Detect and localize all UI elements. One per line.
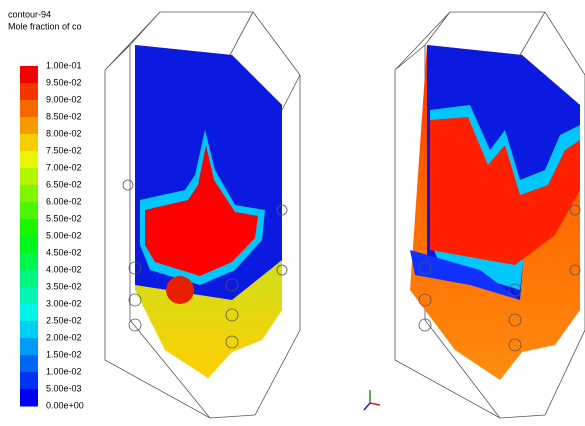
colorbar-label: 6.50e-02	[46, 179, 82, 189]
colorbar-label: 3.50e-02	[46, 281, 82, 291]
colorbar-label: 1.00e-01	[46, 60, 82, 70]
color-band	[20, 83, 38, 101]
color-band	[20, 66, 38, 84]
colorbar-label: 9.50e-02	[46, 77, 82, 87]
colorbar-label: 3.00e-02	[46, 298, 82, 308]
color-band	[20, 168, 38, 186]
colorbar-label: 7.00e-02	[46, 162, 82, 172]
color-band	[20, 151, 38, 169]
colorbar-label: 1.00e-02	[46, 366, 82, 376]
colorbar-label: 2.50e-02	[46, 315, 82, 325]
colorbar-label: 2.00e-02	[46, 332, 82, 342]
color-band	[20, 304, 38, 322]
color-band	[20, 355, 38, 373]
furnace-left	[105, 12, 300, 418]
color-band	[20, 117, 38, 135]
hot-spot	[166, 276, 194, 304]
colorbar-label: 7.50e-02	[46, 145, 82, 155]
contour-view: contour-94 Mole fraction of co 1.00e-01 9…	[0, 0, 585, 426]
colorbar-label: 8.50e-02	[46, 111, 82, 121]
colorbar-label: 0.00e+00	[46, 400, 84, 410]
colorbar-label: 5.50e-02	[46, 213, 82, 223]
color-band	[20, 287, 38, 305]
color-band	[20, 253, 38, 271]
color-band	[20, 202, 38, 220]
color-band	[20, 338, 38, 356]
color-band	[20, 236, 38, 254]
colorbar-label: 5.00e-03	[46, 383, 82, 393]
colorbar-label: 4.00e-02	[46, 264, 82, 274]
colorbar-label: 4.50e-02	[46, 247, 82, 257]
colorbar-label: 9.00e-02	[46, 94, 82, 104]
color-band	[20, 100, 38, 118]
colorbar-label: 8.00e-02	[46, 128, 82, 138]
colorbar: 1.00e-01 9.50e-02 9.00e-02 8.50e-02 8.00e-02…	[20, 60, 84, 410]
color-band	[20, 185, 38, 203]
axis-triad	[364, 390, 380, 410]
colorbar-label: 1.50e-02	[46, 349, 82, 359]
legend-title: contour-94	[8, 9, 51, 19]
color-band	[20, 389, 38, 407]
color-band	[20, 372, 38, 390]
color-band	[20, 134, 38, 152]
furnace-right	[395, 12, 585, 418]
color-band	[20, 321, 38, 339]
colorbar-label: 5.00e-02	[46, 230, 82, 240]
color-band	[20, 270, 38, 288]
legend-quantity: Mole fraction of co	[8, 21, 82, 31]
color-band	[20, 219, 38, 237]
colorbar-label: 6.00e-02	[46, 196, 82, 206]
